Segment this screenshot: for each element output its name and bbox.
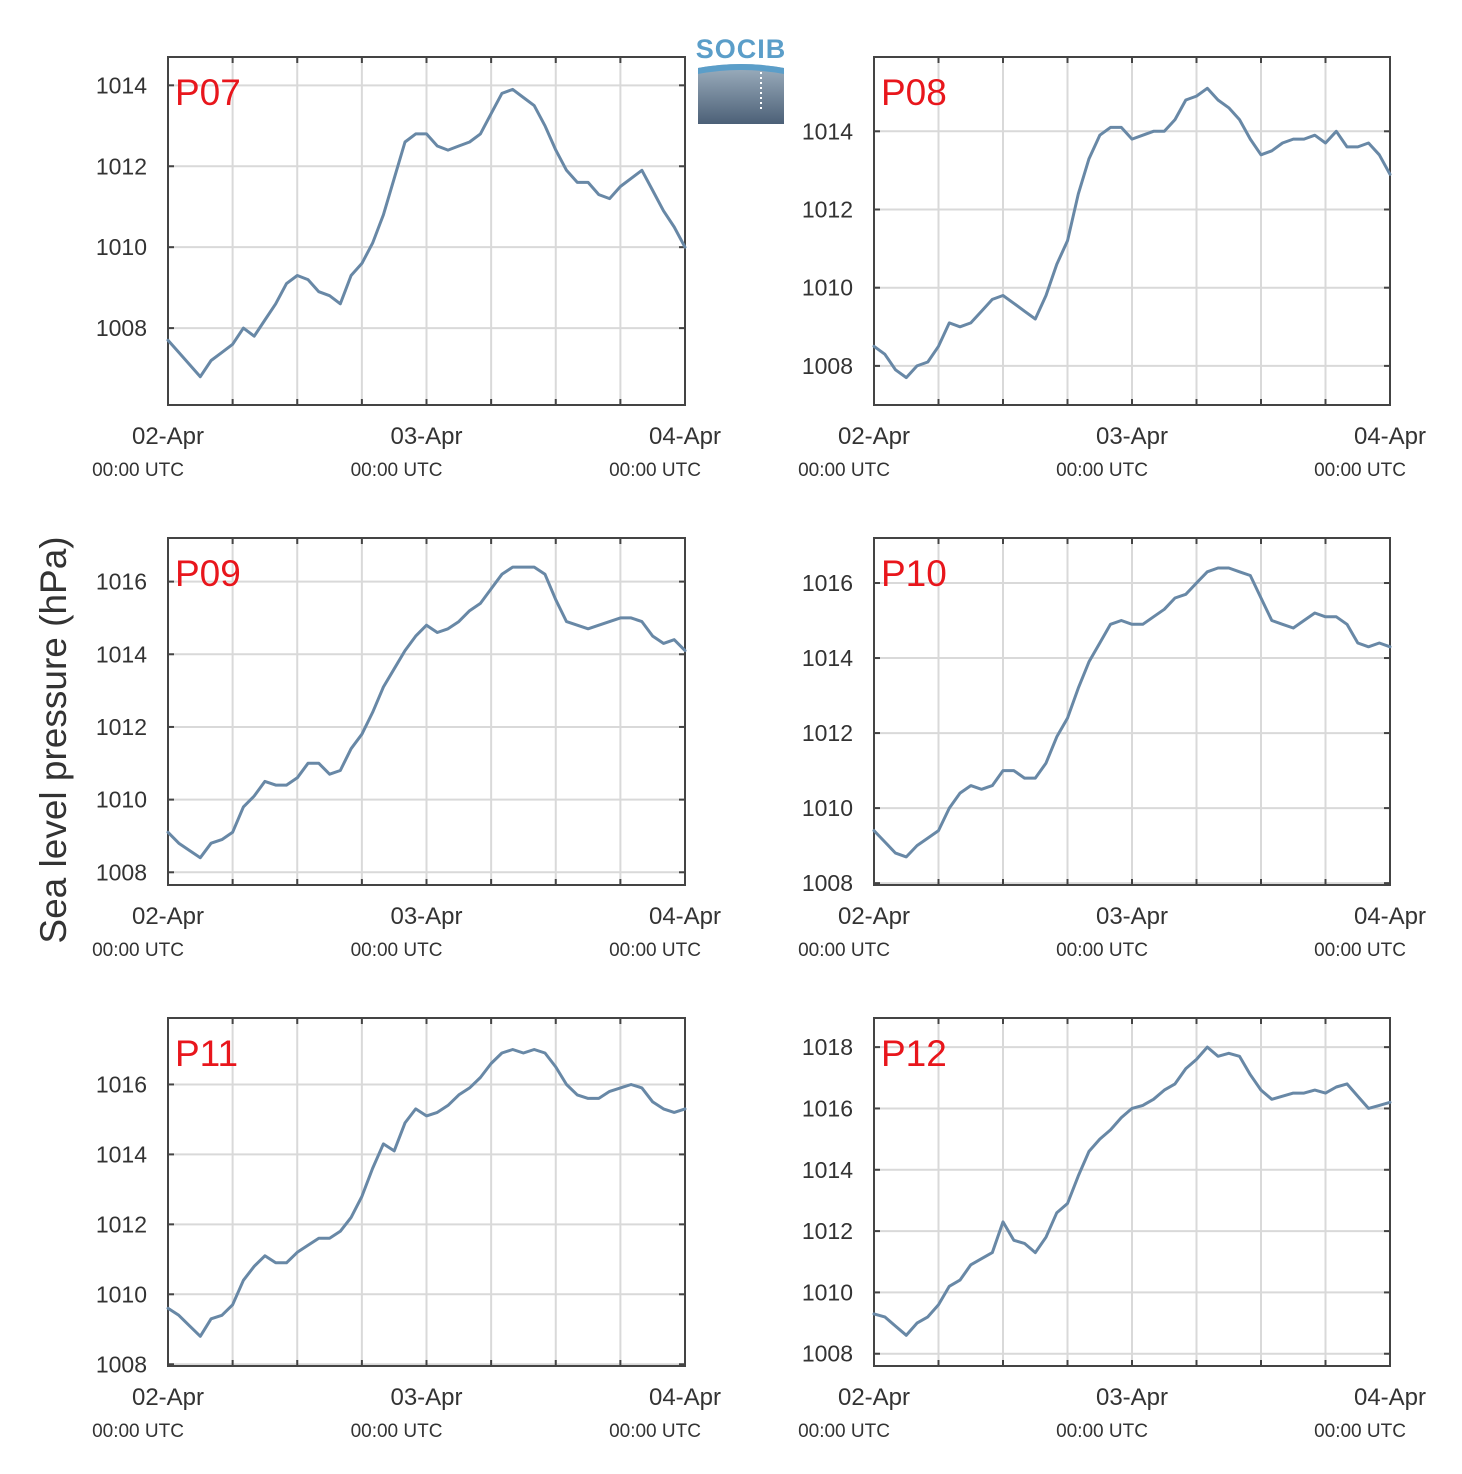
- panel-label-p09: P09: [175, 553, 241, 594]
- y-tick-label: 1014: [802, 1157, 853, 1183]
- y-tick-label: 1010: [96, 234, 147, 260]
- y-tick-label: 1014: [96, 641, 147, 667]
- x-tick-date-label: 03-Apr: [1096, 903, 1168, 930]
- x-tick-time-label: 00:00 UTC: [1056, 1421, 1148, 1442]
- y-tick-label: 1014: [802, 118, 853, 144]
- x-tick-date-label: 03-Apr: [390, 903, 462, 930]
- y-tick-label: 1012: [802, 196, 853, 222]
- chart-panel-p07: 1008 1010 1012 1014 02-Apr 00:00 UTC 03-Apr 00:…: [92, 56, 721, 481]
- x-tick-date-label: 04-Apr: [1354, 423, 1426, 450]
- y-tick-label: 1012: [96, 714, 147, 740]
- panel-label-p07: P07: [175, 72, 241, 113]
- y-tick-label: 1008: [802, 870, 853, 896]
- y-tick-label: 1010: [802, 275, 853, 301]
- y-tick-label: 1014: [802, 645, 853, 671]
- logo-text: SOCIB: [696, 34, 787, 64]
- x-tick-date-label: 04-Apr: [649, 1384, 721, 1411]
- y-tick-label: 1008: [96, 315, 147, 341]
- x-tick-time-label: 00:00 UTC: [92, 1421, 184, 1442]
- x-tick-time-label: 00:00 UTC: [609, 940, 701, 961]
- x-tick-time-label: 00:00 UTC: [798, 940, 890, 961]
- series-line-p09: [166, 565, 687, 860]
- panel-label-p11: P11: [175, 1033, 238, 1074]
- x-tick-date-label: 04-Apr: [649, 423, 721, 450]
- y-tick-label: 1008: [802, 1341, 853, 1367]
- y-tick-label: 1016: [96, 1071, 147, 1097]
- socib-logo: SOCIB: [696, 34, 787, 124]
- x-tick-time-label: 00:00 UTC: [798, 1421, 890, 1442]
- x-tick-time-label: 00:00 UTC: [609, 460, 701, 481]
- y-tick-label: 1014: [96, 72, 147, 98]
- logo-wave-icon: [698, 64, 784, 124]
- y-tick-label: 1016: [96, 569, 147, 595]
- y-tick-label: 1010: [802, 795, 853, 821]
- chart-panel-p11: 1008 1010 1012 1014 1016 02-Apr 00:00 UTC 03-Ap…: [92, 1017, 721, 1442]
- x-tick-time-label: 00:00 UTC: [1056, 460, 1148, 481]
- x-tick-date-label: 02-Apr: [838, 423, 910, 450]
- y-tick-label: 1010: [96, 787, 147, 813]
- x-tick-date-label: 04-Apr: [1354, 1384, 1426, 1411]
- x-tick-time-label: 00:00 UTC: [92, 940, 184, 961]
- x-tick-time-label: 00:00 UTC: [609, 1421, 701, 1442]
- x-tick-date-label: 03-Apr: [390, 423, 462, 450]
- chart-panel-p09: 1008 1010 1012 1014 1016 02-Apr 00:00 UTC 03-Ap…: [92, 537, 721, 961]
- chart-panel-p12: 1008 1010 1012 1014 1016 1018 02-Apr 00:00 UTC 0…: [798, 1017, 1426, 1442]
- x-tick-date-label: 02-Apr: [838, 1384, 910, 1411]
- x-tick-date-label: 02-Apr: [132, 1384, 204, 1411]
- x-tick-date-label: 04-Apr: [1354, 903, 1426, 930]
- y-tick-label: 1016: [802, 1095, 853, 1121]
- logo-wave-crest-icon: [698, 64, 784, 74]
- x-tick-date-label: 03-Apr: [1096, 423, 1168, 450]
- x-tick-time-label: 00:00 UTC: [798, 460, 890, 481]
- x-tick-date-label: 02-Apr: [838, 903, 910, 930]
- chart-panel-p10: 1008 1010 1012 1014 1016 02-Apr 00:00 UTC 03-Ap…: [798, 537, 1426, 961]
- x-tick-time-label: 00:00 UTC: [1314, 460, 1406, 481]
- x-tick-time-label: 00:00 UTC: [92, 460, 184, 481]
- panel-label-p10: P10: [881, 553, 947, 594]
- y-tick-label: 1016: [802, 570, 853, 596]
- x-tick-time-label: 00:00 UTC: [1314, 940, 1406, 961]
- y-tick-label: 1012: [802, 1218, 853, 1244]
- series-line-p12: [872, 1045, 1392, 1337]
- x-tick-time-label: 00:00 UTC: [1314, 1421, 1406, 1442]
- y-tick-label: 1008: [96, 1351, 147, 1377]
- panel-grid: 1008 1010 1012 1014 02-Apr 00:00 UTC 03-Apr 00:…: [92, 56, 1426, 1442]
- x-tick-date-label: 04-Apr: [649, 903, 721, 930]
- y-axis-label: Sea level pressure (hPa): [33, 536, 74, 943]
- x-tick-date-label: 03-Apr: [390, 1384, 462, 1411]
- series-line-p10: [872, 566, 1392, 859]
- x-tick-time-label: 00:00 UTC: [351, 1421, 443, 1442]
- x-tick-time-label: 00:00 UTC: [1056, 940, 1148, 961]
- x-tick-date-label: 02-Apr: [132, 903, 204, 930]
- y-tick-label: 1012: [96, 153, 147, 179]
- x-tick-time-label: 00:00 UTC: [351, 940, 443, 961]
- y-tick-label: 1010: [802, 1279, 853, 1305]
- y-tick-label: 1012: [96, 1211, 147, 1237]
- x-tick-date-label: 02-Apr: [132, 423, 204, 450]
- y-tick-label: 1014: [96, 1141, 147, 1167]
- y-tick-label: 1012: [802, 720, 853, 746]
- chart-panel-p08: 1008 1010 1012 1014 02-Apr 00:00 UTC 03-Apr 00:…: [798, 56, 1426, 481]
- series-line-p07: [166, 87, 687, 379]
- panel-label-p08: P08: [881, 72, 947, 113]
- y-tick-label: 1008: [802, 353, 853, 379]
- series-line-p11: [166, 1048, 687, 1338]
- x-tick-time-label: 00:00 UTC: [351, 460, 443, 481]
- series-line-p08: [872, 86, 1392, 380]
- y-tick-label: 1010: [96, 1281, 147, 1307]
- y-tick-label: 1008: [96, 859, 147, 885]
- x-tick-date-label: 03-Apr: [1096, 1384, 1168, 1411]
- y-tick-label: 1018: [802, 1034, 853, 1060]
- panel-label-p12: P12: [881, 1033, 947, 1074]
